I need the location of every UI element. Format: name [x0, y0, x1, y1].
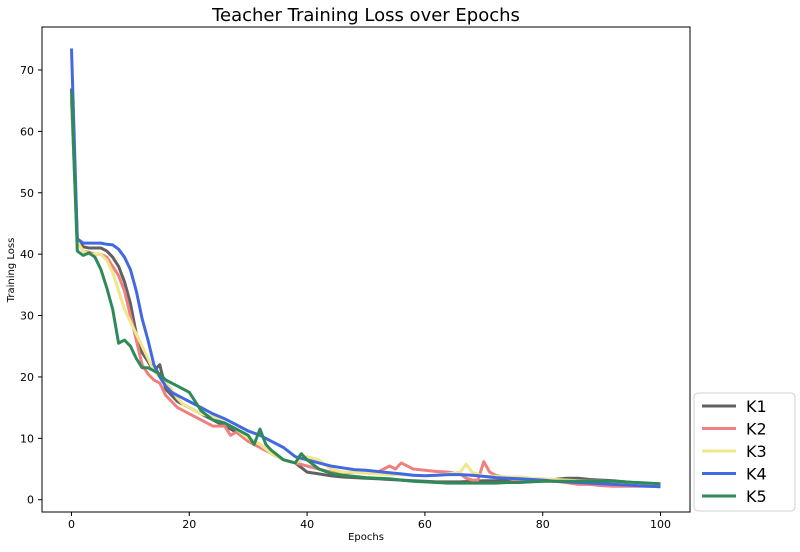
x-tick-label: 0	[68, 518, 75, 531]
y-tick-label: 40	[20, 248, 34, 261]
x-axis-label: Epochs	[348, 532, 384, 543]
x-axis-ticks: 0 20 40 60 80 100	[68, 512, 671, 531]
y-tick-label: 70	[20, 64, 34, 77]
x-tick-label: 40	[300, 518, 314, 531]
series-line-k5	[70, 91, 661, 486]
legend-label-k4: K4	[746, 465, 767, 484]
y-axis-label: Training Loss	[6, 238, 17, 304]
y-tick-label: 20	[20, 371, 34, 384]
legend-label-k2: K2	[746, 420, 767, 439]
legend-label-k3: K3	[746, 442, 767, 461]
y-axis-ticks: 0 10 20 30 40 50 60 70	[20, 64, 42, 507]
chart-title: Teacher Training Loss over Epochs	[211, 5, 520, 26]
plot-area	[41, 26, 691, 513]
x-tick-label: 100	[650, 518, 671, 531]
legend-label-k5: K5	[746, 487, 767, 506]
y-tick-label: 30	[20, 310, 34, 323]
x-tick-label: 60	[418, 518, 432, 531]
legend: K1 K2 K3 K4 K5	[693, 392, 796, 512]
y-tick-label: 0	[27, 494, 34, 507]
y-tick-label: 10	[20, 432, 34, 445]
x-tick-label: 80	[536, 518, 550, 531]
x-tick-label: 20	[182, 518, 196, 531]
y-tick-label: 60	[20, 125, 34, 138]
y-tick-label: 50	[20, 187, 34, 200]
legend-box	[693, 392, 796, 512]
legend-label-k1: K1	[746, 397, 767, 416]
series-lines	[70, 48, 661, 489]
